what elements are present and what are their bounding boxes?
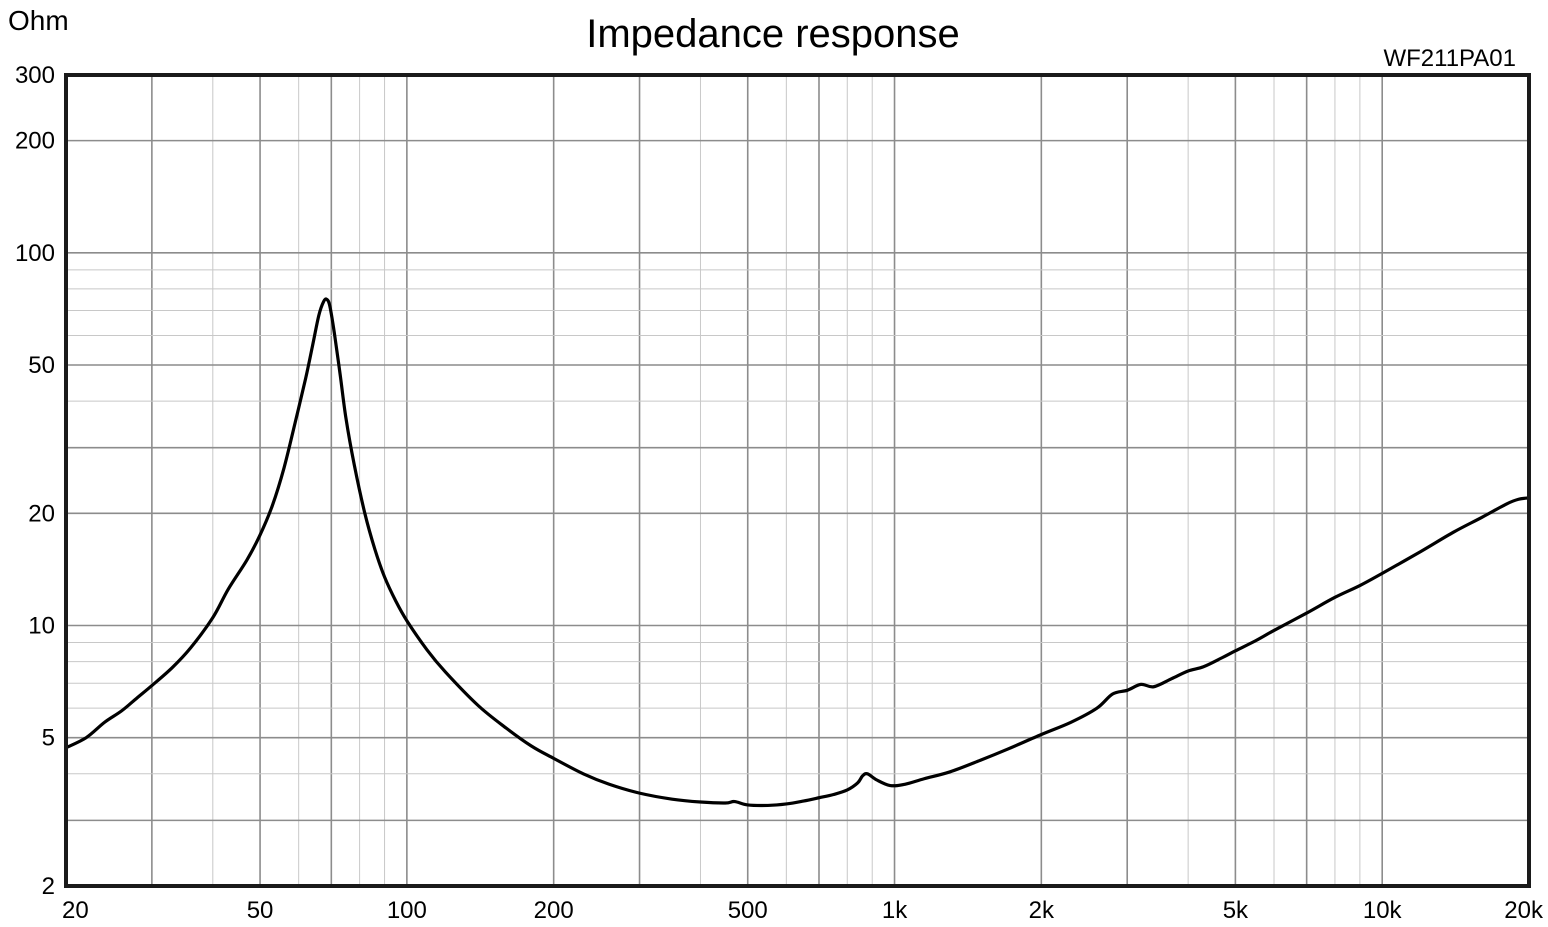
- plot-frame: [64, 73, 1531, 888]
- x-tick-label: 20k: [1504, 897, 1544, 924]
- grid: [66, 75, 1529, 886]
- x-axis-tick-labels: 20 50 100 200 500 1k 2k 5k 10k 20k: [62, 897, 1544, 924]
- impedance-curve-line: [64, 297, 1531, 808]
- y-tick-label: 5: [42, 725, 55, 752]
- chart-title: Impedance response: [586, 12, 960, 56]
- y-axis-tick-labels: 2 5 10 20 50 100 200 300: [15, 62, 55, 900]
- x-tick-label: 5k: [1223, 897, 1249, 924]
- y-tick-label: 200: [15, 128, 55, 155]
- x-tick-label: 500: [728, 897, 768, 924]
- x-tick-label: 1k: [882, 897, 908, 924]
- x-tick-label: 10k: [1363, 897, 1403, 924]
- y-tick-label: 300: [15, 62, 55, 89]
- y-tick-label: 50: [28, 352, 55, 379]
- y-axis-unit-label: Ohm: [8, 5, 69, 36]
- y-tick-label: 2: [42, 873, 55, 900]
- x-tick-label: 200: [534, 897, 574, 924]
- x-tick-label: 20: [62, 897, 89, 924]
- y-tick-label: 10: [28, 613, 55, 640]
- y-tick-label: 20: [28, 500, 55, 527]
- x-tick-label: 2k: [1029, 897, 1055, 924]
- y-tick-label: 100: [15, 240, 55, 267]
- x-tick-label: 50: [247, 897, 274, 924]
- model-label: WF211PA01: [1383, 45, 1516, 72]
- x-tick-label: 100: [387, 897, 427, 924]
